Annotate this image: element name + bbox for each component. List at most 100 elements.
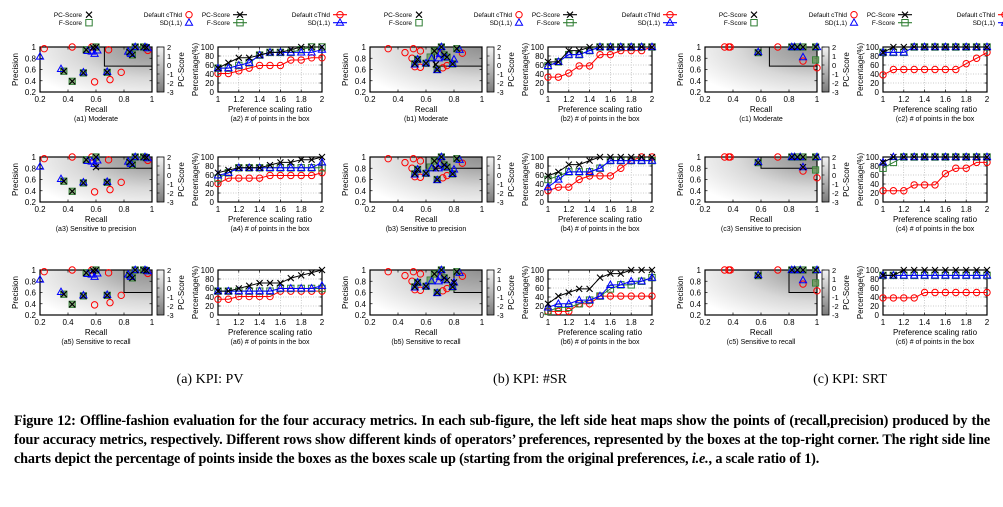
data-point (812, 153, 819, 161)
data-point (256, 51, 263, 59)
legend-triangle-icon (335, 17, 345, 26)
legend-circle-icon (515, 11, 523, 19)
data-point (890, 272, 897, 279)
data-point (448, 169, 458, 177)
series-default-cthld (720, 43, 821, 72)
data-point (606, 50, 615, 59)
data-point (416, 47, 425, 55)
data-point (449, 60, 456, 68)
x-tick-label: 1.8 (626, 95, 638, 104)
y-tick-label: 0.8 (25, 54, 37, 63)
series-pc-score (754, 43, 819, 57)
data-point (972, 152, 982, 161)
colorbar-tick-label: -3 (167, 311, 174, 320)
data-point (214, 64, 222, 72)
y-tick-label: 0.4 (355, 77, 367, 86)
data-point (799, 153, 807, 161)
data-point (879, 71, 887, 79)
legend-label: SD(1,1) (825, 20, 847, 27)
data-point (214, 179, 222, 188)
x-tick-label: 1.2 (898, 95, 910, 104)
legend-label: Default cThld (292, 12, 331, 19)
colorbar-tick-label: 0 (832, 171, 836, 180)
y-tick-label: 0.8 (690, 54, 702, 63)
data-point (940, 42, 950, 51)
data-point (432, 65, 442, 74)
caption-text-1: Figure 12: Offline-fashion evaluation fo… (14, 413, 990, 468)
y-tick-label: 100 (866, 266, 880, 275)
y-tick-label: 0.4 (25, 300, 37, 309)
series-pc-score (60, 153, 150, 195)
colorbar-tick-label: 0 (497, 61, 501, 70)
x-tick-label: 1.8 (961, 205, 973, 214)
data-point (605, 42, 615, 51)
x-tick-label: 1 (815, 205, 820, 214)
colorbar-tick-label: -3 (832, 311, 839, 320)
legend-square-icon (415, 19, 423, 27)
data-point (799, 266, 807, 274)
colorbar-tick-label: 1 (832, 52, 836, 61)
y-tick-label: 20 (870, 79, 879, 88)
data-point (564, 298, 574, 307)
x-axis-label: Recall (85, 105, 107, 114)
legend-x-icon (415, 11, 423, 19)
data-point (920, 181, 929, 189)
x-tick-label: 1 (216, 95, 221, 104)
data-point (754, 272, 762, 280)
data-point (952, 164, 960, 172)
y-tick-label: 0.8 (690, 277, 702, 286)
data-point (983, 266, 991, 274)
y-tick-label: 100 (201, 153, 215, 162)
data-point (411, 170, 419, 178)
legend-square-icon (750, 19, 758, 27)
legend-circle-icon (1001, 11, 1003, 18)
group-label-b: (b) KPI: #SR (493, 372, 567, 387)
legend-square-icon (901, 19, 909, 27)
data-point (453, 155, 461, 163)
legend-label: F-Score (872, 20, 896, 27)
series-pc-score (214, 43, 326, 72)
series-line (218, 285, 323, 292)
data-point (774, 43, 782, 51)
y-axis-label: Precision (341, 53, 350, 86)
data-point (920, 152, 930, 161)
data-point (606, 292, 615, 300)
x-tick-label: 2 (650, 205, 655, 214)
data-point (637, 276, 647, 285)
y-tick-label: 1 (362, 43, 367, 52)
series-pc-score (544, 43, 656, 66)
data-point (296, 47, 306, 56)
subfigure-title: (b3) Sensitive to precision (386, 226, 467, 233)
subfigure-title: (a4) # of points in the box (231, 226, 310, 233)
data-point (972, 270, 982, 279)
data-point (287, 274, 295, 282)
y-tick-label: 40 (205, 180, 214, 189)
y-tick-label: 40 (870, 180, 879, 189)
x-axis-label: Recall (750, 215, 772, 224)
y-tick-label: 0.4 (25, 77, 37, 86)
subfigure-title: (a1) Moderate (74, 116, 118, 123)
colorbar-tick-label: 0 (167, 284, 171, 293)
y-tick-label: 40 (205, 70, 214, 79)
colorbar-tick-label: 1 (167, 52, 171, 61)
x-tick-label: 2 (320, 95, 325, 104)
data-point (255, 286, 265, 295)
subfigure-title: (a5) Sensitive to recall (61, 339, 131, 346)
data-point (617, 164, 625, 172)
data-point (888, 47, 898, 56)
x-axis-label: Preference scaling ratio (893, 328, 978, 337)
data-point (409, 154, 418, 163)
data-point (585, 167, 595, 175)
data-point (438, 153, 445, 161)
y-tick-label: 0.2 (25, 311, 37, 320)
data-point (68, 266, 76, 274)
colorbar-tick-label: 1 (167, 162, 171, 171)
data-point (235, 164, 243, 172)
colorbar-tick-label: -1 (832, 180, 839, 189)
subfigure-title: (a3) Sensitive to precision (56, 226, 137, 233)
data-point (245, 282, 253, 290)
x-tick-label: 1.2 (563, 205, 575, 214)
y-tick-label: 0.6 (690, 289, 702, 298)
